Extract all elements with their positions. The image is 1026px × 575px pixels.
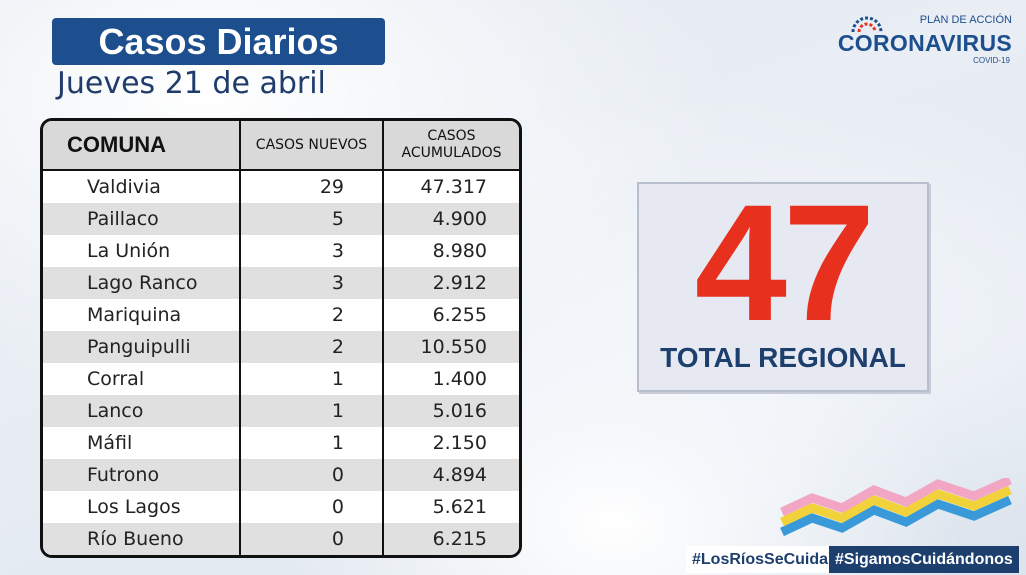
- total-regional-card: 47 TOTAL REGIONAL: [637, 171, 929, 392]
- table-row: Máfil 1 2.150: [43, 426, 519, 459]
- cell-casos-nuevos: 0: [240, 490, 384, 523]
- title-banner: Casos Diarios: [52, 18, 385, 65]
- column-header-nuevos: CASOS NUEVOS: [240, 121, 384, 171]
- total-label: TOTAL REGIONAL: [660, 342, 906, 373]
- date-subtitle: Jueves 21 de abril: [57, 66, 326, 101]
- table-row: Los Lagos 0 5.621: [43, 490, 519, 523]
- table-header-row: COMUNA CASOS NUEVOS CASOS ACUMULADOS: [43, 121, 519, 171]
- cell-casos-nuevos: 0: [240, 522, 384, 555]
- cell-comuna: Mariquina: [43, 298, 241, 331]
- table-row: Corral 1 1.400: [43, 362, 519, 395]
- cell-comuna: Paillaco: [43, 203, 241, 235]
- cell-comuna: La Unión: [43, 235, 241, 267]
- decorative-waves-icon: [780, 478, 1012, 537]
- logo-covid-text: COVID-19: [973, 56, 1010, 65]
- cell-comuna: Futrono: [43, 458, 241, 491]
- cell-comuna: Río Bueno: [43, 522, 241, 555]
- cell-casos-acumulados: 6.215: [383, 522, 519, 555]
- cell-casos-acumulados: 10.550: [383, 330, 519, 363]
- cell-comuna: Lanco: [43, 394, 241, 427]
- cell-casos-acumulados: 1.400: [383, 362, 519, 395]
- cell-casos-nuevos: 0: [240, 458, 384, 491]
- logo-plan-text: PLAN DE ACCIÓN: [919, 14, 1012, 26]
- table-row: Valdivia 29 47.317: [43, 170, 519, 204]
- cell-casos-nuevos: 2: [240, 298, 384, 331]
- table-row: Panguipulli 2 10.550: [43, 330, 519, 363]
- cell-casos-acumulados: 5.016: [383, 394, 519, 427]
- cell-casos-acumulados: 2.150: [383, 426, 519, 459]
- cell-casos-nuevos: 1: [240, 362, 384, 395]
- hashtag-los-rios: #LosRíosSeCuida: [686, 546, 835, 573]
- cell-casos-nuevos: 1: [240, 394, 384, 427]
- cell-comuna: Valdivia: [43, 170, 241, 204]
- column-header-acumulados: CASOS ACUMULADOS: [383, 121, 519, 171]
- table-row: Futrono 0 4.894: [43, 458, 519, 491]
- cell-casos-nuevos: 29: [240, 170, 384, 204]
- cell-casos-nuevos: 3: [240, 235, 384, 267]
- cell-casos-acumulados: 4.894: [383, 458, 519, 491]
- column-header-comuna: COMUNA: [43, 121, 241, 171]
- table-row: La Unión 3 8.980: [43, 235, 519, 267]
- cell-casos-acumulados: 47.317: [383, 170, 519, 204]
- coronavirus-logo: PLAN DE ACCIÓN CORONAVIRUS COVID-19: [822, 12, 1012, 70]
- cell-casos-acumulados: 8.980: [383, 235, 519, 267]
- cell-casos-nuevos: 1: [240, 426, 384, 459]
- total-value: 47: [694, 171, 876, 356]
- cell-casos-nuevos: 2: [240, 330, 384, 363]
- cell-casos-acumulados: 4.900: [383, 203, 519, 235]
- cases-table: COMUNA CASOS NUEVOS CASOS ACUMULADOS Val…: [40, 118, 522, 558]
- logo-mark-icon: [851, 16, 883, 33]
- table-row: Mariquina 2 6.255: [43, 298, 519, 331]
- page-title: Casos Diarios: [98, 20, 339, 62]
- table-row: Lanco 1 5.016: [43, 394, 519, 427]
- cell-casos-nuevos: 3: [240, 266, 384, 299]
- cell-casos-acumulados: 2.912: [383, 266, 519, 299]
- cell-comuna: Corral: [43, 362, 241, 395]
- cell-casos-acumulados: 6.255: [383, 298, 519, 331]
- table-row: Lago Ranco 3 2.912: [43, 266, 519, 299]
- cell-comuna: Los Lagos: [43, 490, 241, 523]
- hashtag-sigamos: #SigamosCuidándonos: [829, 546, 1019, 573]
- cell-casos-nuevos: 5: [240, 203, 384, 235]
- cell-comuna: Lago Ranco: [43, 266, 241, 299]
- table-row: Río Bueno 0 6.215: [43, 522, 519, 555]
- cell-comuna: Panguipulli: [43, 330, 241, 363]
- cell-casos-acumulados: 5.621: [383, 490, 519, 523]
- logo-name-text: CORONAVIRUS: [837, 30, 1012, 56]
- cell-comuna: Máfil: [43, 426, 241, 459]
- table-row: Paillaco 5 4.900: [43, 203, 519, 235]
